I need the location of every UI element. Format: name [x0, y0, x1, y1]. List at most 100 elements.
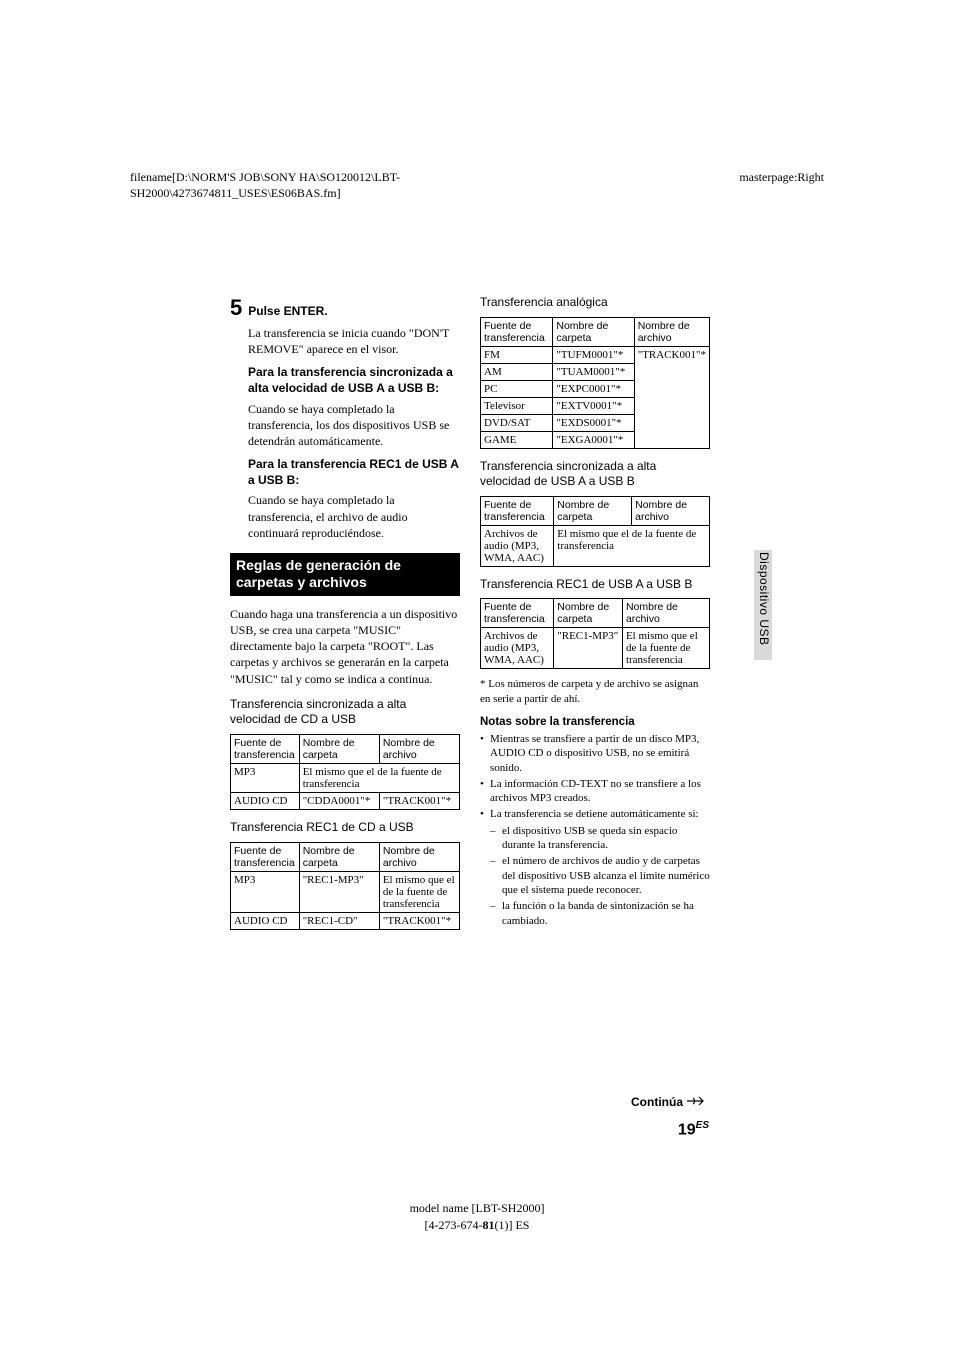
cell: Archivos de audio (MP3, WMA, AAC) — [481, 628, 554, 669]
list-item: la función o la banda de sintonización s… — [490, 899, 710, 928]
table3: Fuente de transferencia Nombre de carpet… — [480, 317, 710, 449]
table-row: MP3 El mismo que el de la fuente de tran… — [231, 764, 460, 793]
table-row: Fuente de transferencia Nombre de carpet… — [481, 496, 710, 525]
table5-title: Transferencia REC1 de USB A a USB B — [480, 577, 710, 593]
cell: "REC1-MP3" — [299, 871, 379, 912]
cell: AUDIO CD — [231, 912, 300, 929]
th-file: Nombre de archivo — [632, 496, 710, 525]
sub2-title: Para la transferencia REC1 de USB A a US… — [248, 457, 460, 488]
cell: El mismo que el de la fuente de transfer… — [379, 871, 459, 912]
cell: El mismo que el de la fuente de transfer… — [622, 628, 709, 669]
table4: Fuente de transferencia Nombre de carpet… — [480, 496, 710, 567]
th-folder: Nombre de carpeta — [553, 317, 634, 346]
sub1-body: Cuando se haya completado la transferenc… — [248, 401, 460, 450]
cell: El mismo que el de la fuente de transfer… — [554, 525, 710, 566]
cell: "CDDA0001"* — [299, 793, 379, 810]
continue-indicator: Continúa — [631, 1095, 709, 1109]
side-tab-label: Dispositivo USB — [757, 552, 771, 646]
th-file: Nombre de archivo — [379, 842, 459, 871]
step-number: 5 — [230, 295, 242, 321]
cell: El mismo que el de la fuente de transfer… — [299, 764, 459, 793]
left-column: 5 Pulse ENTER. La transferencia se inici… — [230, 295, 460, 930]
cell: "TRACK001"* — [634, 346, 709, 448]
th-file: Nombre de archivo — [634, 317, 709, 346]
cell: "EXTV0001"* — [553, 397, 634, 414]
list-item: el número de archivos de audio y de carp… — [490, 854, 710, 897]
table4-title: Transferencia sincronizada a alta veloci… — [480, 459, 710, 490]
cell: "TRACK001"* — [379, 793, 459, 810]
cell: PC — [481, 380, 553, 397]
step-5: 5 Pulse ENTER. — [230, 295, 460, 321]
th-folder: Nombre de carpeta — [554, 496, 632, 525]
th-file: Nombre de archivo — [379, 735, 459, 764]
cell: Televisor — [481, 397, 553, 414]
list-item: el dispositivo USB se queda sin espacio … — [490, 824, 710, 853]
cell: "TUAM0001"* — [553, 363, 634, 380]
section-body: Cuando haga una transferencia a un dispo… — [230, 606, 460, 687]
table5: Fuente de transferencia Nombre de carpet… — [480, 598, 710, 669]
page-number: 19ES — [678, 1120, 709, 1139]
table-row: Archivos de audio (MP3, WMA, AAC) El mis… — [481, 525, 710, 566]
cell: MP3 — [231, 764, 300, 793]
table-row: Fuente de transferencia Nombre de carpet… — [231, 735, 460, 764]
table-row: MP3 "REC1-MP3" El mismo que el de la fue… — [231, 871, 460, 912]
list-item: Mientras se transfiere a partir de un di… — [480, 732, 710, 775]
cell: "REC1-MP3" — [554, 628, 623, 669]
sub2-body: Cuando se haya completado la transferenc… — [248, 492, 460, 541]
page-num-value: 19 — [678, 1121, 696, 1138]
cell: AUDIO CD — [231, 793, 300, 810]
right-column: Transferencia analógica Fuente de transf… — [480, 295, 710, 930]
table3-title: Transferencia analógica — [480, 295, 710, 311]
header-line1: filename[D:\NORM'S JOB\SONY HA\SO120012\… — [130, 170, 400, 184]
list-item: La transferencia se detiene automáticame… — [480, 807, 710, 821]
table1-title: Transferencia sincronizada a alta veloci… — [230, 697, 460, 728]
table-row: AUDIO CD "REC1-CD" "TRACK001"* — [231, 912, 460, 929]
cell: "EXGA0001"* — [553, 431, 634, 448]
th-folder: Nombre de carpeta — [299, 842, 379, 871]
table2: Fuente de transferencia Nombre de carpet… — [230, 842, 460, 930]
table2-title: Transferencia REC1 de CD a USB — [230, 820, 460, 836]
table1: Fuente de transferencia Nombre de carpet… — [230, 734, 460, 810]
table-row: Archivos de audio (MP3, WMA, AAC) "REC1-… — [481, 628, 710, 669]
footnote: * Los números de carpeta y de archivo se… — [480, 677, 710, 706]
section-heading: Reglas de generación de carpetas y archi… — [230, 553, 460, 596]
th-folder: Nombre de carpeta — [554, 599, 623, 628]
notes-title: Notas sobre la transferencia — [480, 716, 710, 728]
footer: model name [LBT-SH2000] [4-273-674-81(1)… — [0, 1200, 954, 1234]
step-body: La transferencia se inicia cuando "DON'T… — [248, 325, 460, 357]
cell: DVD/SAT — [481, 414, 553, 431]
th-source: Fuente de transferencia — [231, 842, 300, 871]
cell: AM — [481, 363, 553, 380]
header-masterpage: masterpage:Right — [739, 170, 824, 185]
step-title: Pulse ENTER. — [248, 304, 327, 318]
notes-list: Mientras se transfiere a partir de un di… — [480, 732, 710, 822]
th-file: Nombre de archivo — [622, 599, 709, 628]
th-source: Fuente de transferencia — [481, 317, 553, 346]
table-row: FM"TUFM0001"*"TRACK001"* — [481, 346, 710, 363]
cell: MP3 — [231, 871, 300, 912]
cell: "TUFM0001"* — [553, 346, 634, 363]
page-num-suffix: ES — [696, 1120, 709, 1131]
main-content: 5 Pulse ENTER. La transferencia se inici… — [230, 295, 710, 930]
table-row: Fuente de transferencia Nombre de carpet… — [231, 842, 460, 871]
cell: Archivos de audio (MP3, WMA, AAC) — [481, 525, 554, 566]
notes-sublist: el dispositivo USB se queda sin espacio … — [480, 824, 710, 928]
th-source: Fuente de transferencia — [481, 599, 554, 628]
cell: "REC1-CD" — [299, 912, 379, 929]
sub1-title: Para la transferencia sincronizada a alt… — [248, 365, 460, 396]
footer-docnum: [4-273-674-81(1)] ES — [0, 1217, 954, 1234]
footer-model: model name [LBT-SH2000] — [0, 1200, 954, 1217]
header-line2: SH2000\4273674811_USES\ES06BAS.fm] — [130, 186, 341, 200]
cell: "TRACK001"* — [379, 912, 459, 929]
th-source: Fuente de transferencia — [481, 496, 554, 525]
list-item: La información CD-TEXT no se transfiere … — [480, 777, 710, 806]
continue-arrow-icon — [687, 1095, 709, 1109]
th-source: Fuente de transferencia — [231, 735, 300, 764]
continue-label: Continúa — [631, 1095, 683, 1109]
th-folder: Nombre de carpeta — [299, 735, 379, 764]
header-filename: filename[D:\NORM'S JOB\SONY HA\SO120012\… — [130, 170, 400, 201]
table-row: Fuente de transferencia Nombre de carpet… — [481, 599, 710, 628]
cell: GAME — [481, 431, 553, 448]
table-row: Fuente de transferencia Nombre de carpet… — [481, 317, 710, 346]
cell: "EXDS0001"* — [553, 414, 634, 431]
